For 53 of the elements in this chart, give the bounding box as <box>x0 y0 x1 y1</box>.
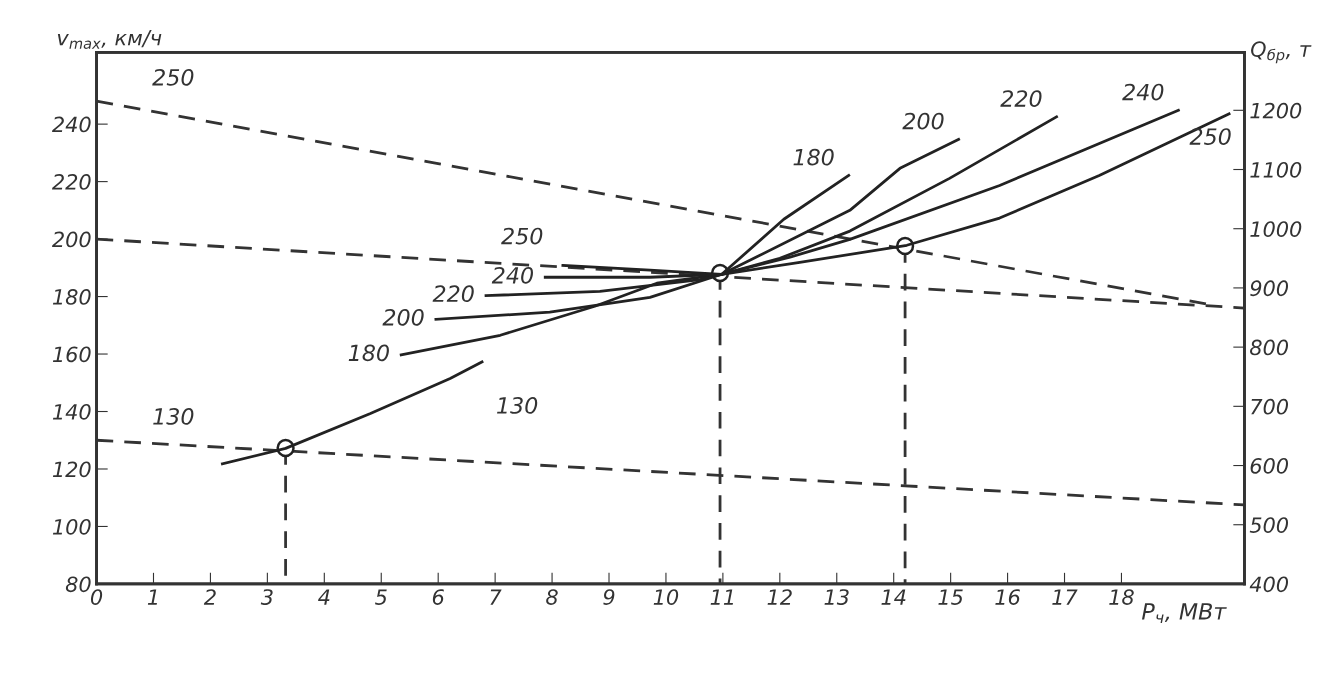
x-tick-label: 15 <box>938 589 963 605</box>
series-label: 180 <box>348 344 389 362</box>
y-axis-title: v$_{max}$, км/ч <box>57 30 162 49</box>
text: 180 <box>793 148 834 166</box>
series-label: 200 <box>382 308 424 326</box>
x-tick-label: 4 <box>318 589 330 605</box>
series-label: 250 <box>1189 128 1231 145</box>
y2-tick-label: 500 <box>1249 517 1289 533</box>
x-tick-label: 2 <box>203 589 216 605</box>
x-tick-label: 6 <box>432 589 444 605</box>
y-tick-label: 140 <box>52 403 91 420</box>
x-tick-label: 5 <box>375 589 387 605</box>
y2-tick-label: 1100 <box>1250 161 1302 178</box>
series-label: 250 <box>152 68 194 86</box>
x-tick-label: 1 <box>147 589 157 605</box>
series-label: 130 <box>497 397 538 414</box>
y2-tick-label: 1200 <box>1250 102 1302 119</box>
x-tick-label: 0 <box>90 589 103 605</box>
y-tick-label: 200 <box>52 231 91 248</box>
x-tick-label: 12 <box>767 589 792 605</box>
y2-tick-label: 400 <box>1249 576 1289 593</box>
text: 220 <box>1000 90 1042 107</box>
x-tick-label: 14 <box>881 589 906 605</box>
series-label: 220 <box>432 285 474 303</box>
y-tick-label: 160 <box>52 346 91 363</box>
y2-tick-label: 900 <box>1250 280 1289 297</box>
y2-tick-label: 1000 <box>1250 221 1302 237</box>
y-tick-label: 220 <box>52 174 91 190</box>
y-tick-label: 80 <box>65 576 91 593</box>
x-axis-title: P$_{ч}$, МВт <box>1141 603 1227 624</box>
x-tick-label: 7 <box>490 589 502 605</box>
x-tick-label: 16 <box>995 589 1020 605</box>
x-tick-label: 8 <box>546 589 558 605</box>
x-tick-label: 10 <box>653 589 679 605</box>
x-tick-label: 18 <box>1109 589 1134 605</box>
y-tick-label: 100 <box>52 518 91 535</box>
y2-tick-label: 700 <box>1251 398 1289 415</box>
x-tick-label: 17 <box>1052 589 1078 605</box>
x-tick-label: 13 <box>824 589 849 605</box>
series-label: 130 <box>153 408 194 425</box>
x-tick-label: 3 <box>260 589 273 605</box>
text: 250 <box>501 227 543 245</box>
x-tick-label: 11 <box>710 589 733 605</box>
y-tick-label: 240 <box>52 116 91 133</box>
y-tick-label: 120 <box>52 461 91 478</box>
series-label: 240 <box>491 266 533 284</box>
text: 200 <box>902 112 944 130</box>
text: 240 <box>1122 83 1164 101</box>
y2-axis-title: Q$_{бр}$, т <box>1251 41 1312 64</box>
x-tick-label: 9 <box>603 589 615 605</box>
y2-tick-label: 600 <box>1250 457 1289 474</box>
y2-tick-label: 800 <box>1250 339 1289 356</box>
y-tick-label: 180 <box>52 289 91 305</box>
